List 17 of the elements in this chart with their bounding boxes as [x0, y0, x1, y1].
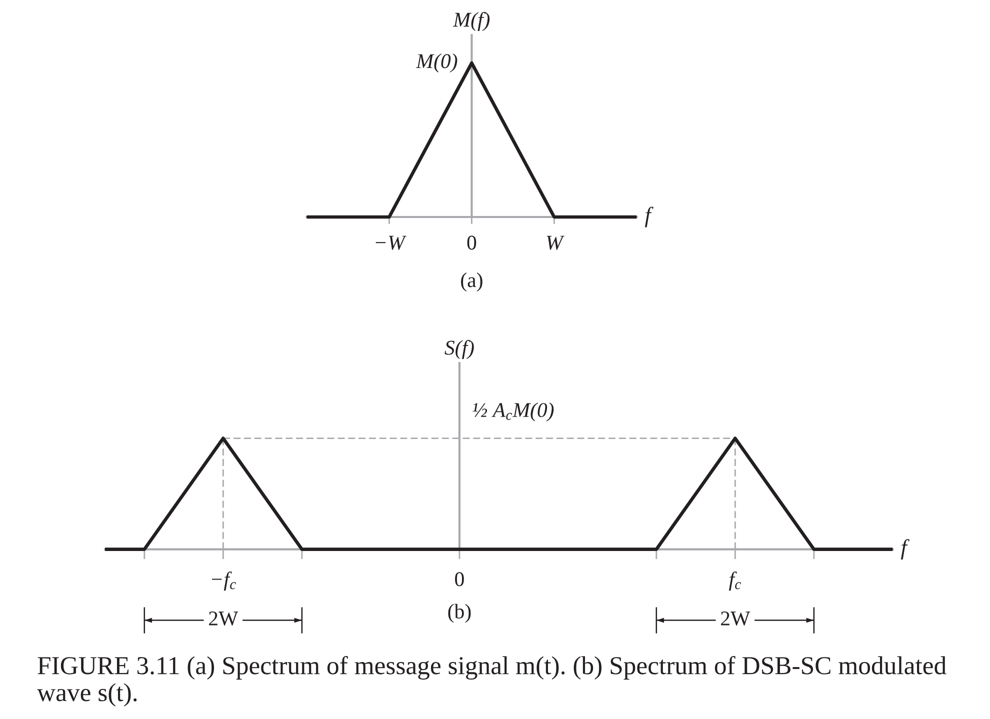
x-tick-label: f$_{c}$: [728, 572, 741, 591]
text: (b): [448, 604, 471, 623]
annotation: ½ A$_{c}$M(0): [472, 402, 554, 422]
text: 2W: [209, 612, 238, 626]
y-axis-title: S(f): [444, 340, 474, 359]
x-tick-label: 0: [467, 236, 476, 250]
y-axis-title: M(f): [452, 12, 490, 31]
x-axis-title: f: [900, 539, 910, 560]
x-tick-label: 0: [455, 572, 464, 586]
annotation: M(0): [416, 54, 458, 72]
x-tick-label: −f$_{c}$: [212, 572, 236, 591]
x-tick-label: −W: [376, 236, 406, 250]
text: 2W: [721, 612, 750, 626]
text: (a): [461, 272, 482, 292]
x-axis-title: f: [644, 206, 654, 228]
x-tick-label: W: [546, 236, 564, 250]
caption: FIGURE 3.11 (a) Spectrum of message signal m(t). (b) Spectrum of DSB-SC modulated wave s(t).: [37, 656, 946, 706]
